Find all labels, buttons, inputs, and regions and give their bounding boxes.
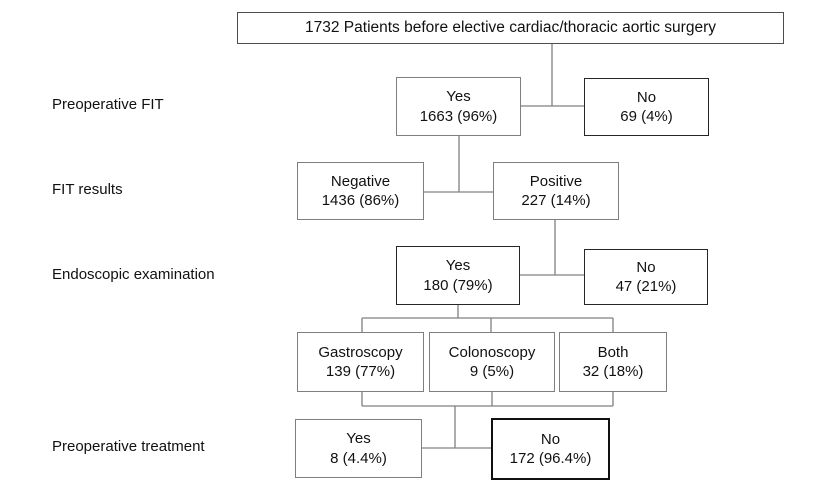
node-label: Gastroscopy	[318, 343, 403, 361]
node-label: Yes	[346, 430, 371, 447]
node-value: 69 (4%)	[620, 108, 673, 125]
node-fit-no: No 69 (4%)	[584, 78, 709, 136]
node-endoscopy-yes: Yes 180 (79%)	[396, 246, 520, 305]
node-fit-negative: Negative 1436 (86%)	[297, 162, 424, 220]
node-value: 47 (21%)	[615, 278, 677, 295]
row-label-preoperative-treatment: Preoperative treatment	[52, 438, 205, 455]
node-colonoscopy: Colonoscopy 9 (5%)	[429, 332, 555, 392]
row-label-preoperative-fit: Preoperative FIT	[52, 96, 164, 113]
node-fit-positive: Positive 227 (14%)	[493, 162, 619, 220]
node-value: 9 (5%)	[469, 363, 515, 380]
node-value: 1436 (86%)	[321, 192, 400, 209]
node-total-patients: 1732 Patients before elective cardiac/th…	[237, 12, 784, 44]
node-value: 1663 (96%)	[419, 107, 498, 125]
node-treatment-no: No 172 (96.4%)	[491, 418, 610, 480]
node-fit-yes: Yes 1663 (96%)	[396, 77, 521, 136]
node-label: Colonoscopy	[448, 343, 536, 361]
node-label: No	[636, 88, 657, 106]
node-label: No	[636, 258, 656, 276]
node-label: Negative	[330, 172, 391, 190]
node-label: 1732 Patients before elective cardiac/th…	[305, 19, 716, 36]
node-value: 32 (18%)	[582, 363, 644, 380]
node-label: No	[540, 430, 561, 448]
node-value: 139 (77%)	[325, 363, 396, 380]
row-label-endoscopic-examination: Endoscopic examination	[52, 266, 215, 283]
node-treatment-yes: Yes 8 (4.4%)	[295, 419, 422, 478]
node-value: 180 (79%)	[423, 276, 493, 294]
node-gastroscopy: Gastroscopy 139 (77%)	[297, 332, 424, 392]
row-label-fit-results: FIT results	[52, 181, 123, 198]
node-value: 227 (14%)	[521, 192, 591, 209]
node-label: Both	[597, 343, 629, 361]
node-both: Both 32 (18%)	[559, 332, 667, 392]
node-endoscopy-no: No 47 (21%)	[584, 249, 708, 305]
node-label: Yes	[445, 257, 471, 274]
node-label: Yes	[446, 88, 471, 105]
node-value: 8 (4.4%)	[330, 449, 387, 467]
node-label: Positive	[529, 172, 583, 190]
node-value: 172 (96.4%)	[509, 450, 592, 467]
